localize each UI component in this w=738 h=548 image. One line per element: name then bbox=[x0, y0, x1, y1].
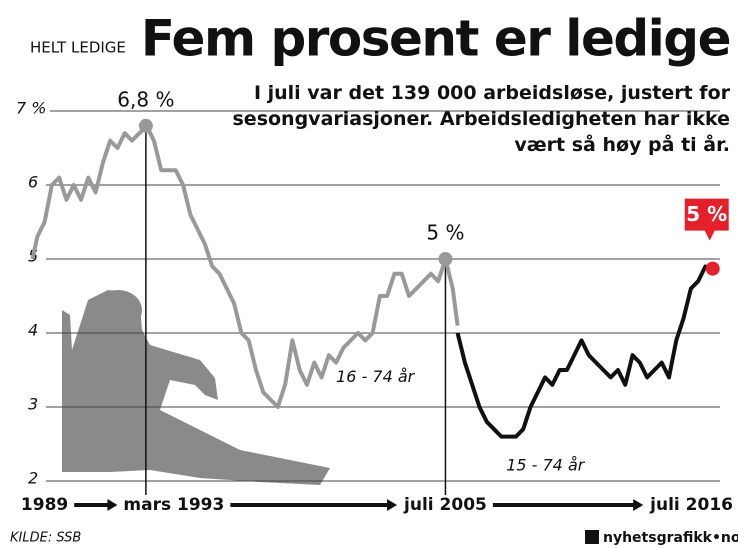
axis-arrowhead bbox=[107, 499, 117, 511]
series-label: 16 - 74 år bbox=[336, 367, 416, 386]
source: KILDE: SSB bbox=[10, 531, 81, 546]
y-tick-label: 2 bbox=[28, 469, 38, 488]
x-tick-label: juli 2016 bbox=[649, 495, 733, 515]
annotation-label: 6,8 % bbox=[117, 87, 174, 111]
y-axis-title: HELT LEDIGE bbox=[30, 39, 126, 57]
x-tick-label: juli 2005 bbox=[403, 495, 487, 515]
x-tick-label: 1989 bbox=[21, 495, 68, 515]
axis-arrowhead bbox=[387, 499, 397, 511]
x-tick-label: mars 1993 bbox=[123, 495, 224, 515]
y-tick-label: 4 bbox=[28, 321, 38, 340]
y-tick-label: 3 bbox=[28, 395, 38, 414]
annotation-label: 5 % bbox=[426, 221, 464, 245]
logo-icon bbox=[585, 530, 599, 544]
annotation-dot bbox=[438, 252, 452, 266]
page: HELT LEDIGE Fem prosent er ledige KILDE:… bbox=[0, 0, 738, 548]
annotation-dot bbox=[706, 262, 720, 276]
series-label: 15 - 74 år bbox=[506, 456, 586, 475]
axis-arrowhead bbox=[633, 499, 643, 511]
y-tick-label: 7 % bbox=[16, 99, 46, 118]
chart-title: Fem prosent er ledige bbox=[141, 10, 730, 68]
y-tick-label: 6 bbox=[28, 173, 38, 192]
silhouette bbox=[62, 290, 330, 485]
subtitle: I juli var det 139 000 arbeidsløse, just… bbox=[230, 80, 730, 158]
annotation-dot bbox=[139, 119, 153, 133]
line-series bbox=[458, 266, 713, 436]
annotation-label: 5 % bbox=[686, 202, 727, 226]
logo: nyhetsgrafikk•no bbox=[603, 530, 738, 546]
